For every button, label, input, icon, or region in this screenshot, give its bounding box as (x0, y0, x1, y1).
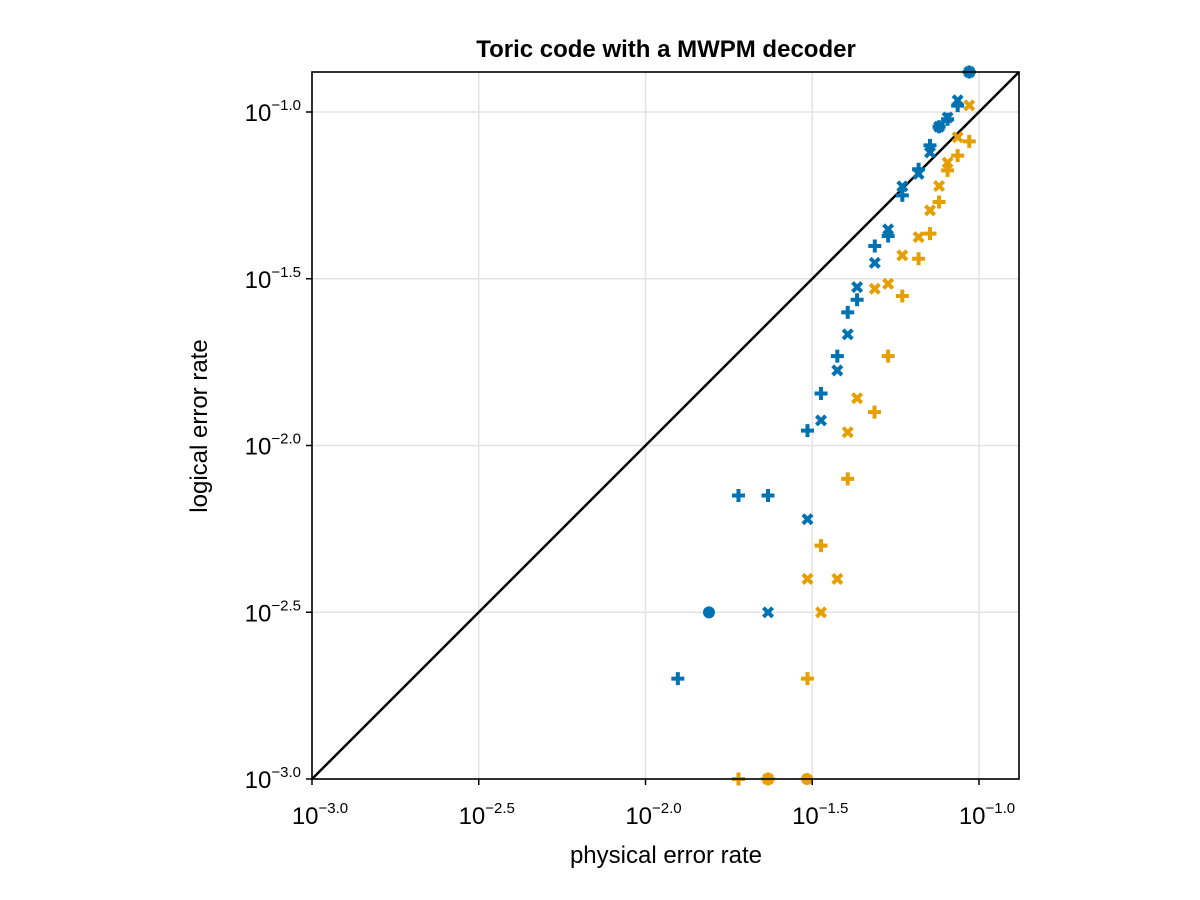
data-point-cross (868, 282, 881, 295)
data-point-cross (762, 606, 775, 619)
data-point-cross (951, 94, 964, 107)
data-point-cross (923, 204, 937, 217)
data-point-cross (851, 392, 864, 405)
data-markers (671, 65, 976, 786)
data-point-plus (895, 188, 909, 202)
data-point-plus (814, 386, 828, 400)
data-point-cross (851, 281, 864, 294)
data-point-cross (801, 572, 814, 585)
data-point-plus (912, 252, 926, 266)
data-point-cross (831, 572, 844, 585)
data-point-cross (963, 99, 976, 112)
data-point-plus (830, 349, 844, 363)
y-tick-label: 10−1.5 (245, 264, 301, 294)
data-point-plus (941, 163, 955, 177)
y-tick-label: 10−2.5 (245, 597, 301, 627)
data-point-cross (882, 277, 895, 290)
data-point-plus (731, 489, 745, 503)
x-tick-label: 10−1.0 (959, 800, 1015, 830)
data-point-plus (868, 405, 881, 419)
plot-frame (311, 71, 1020, 780)
data-point-cross (801, 513, 814, 526)
data-point-plus (951, 149, 965, 163)
data-point-cross (941, 156, 954, 169)
data-point-plus (868, 239, 882, 253)
y-axis-label: logical error rate (186, 339, 213, 512)
data-point-plus (923, 227, 937, 241)
data-point-plus (841, 305, 855, 319)
data-point-cross (923, 146, 937, 159)
data-point-plus (800, 424, 814, 438)
data-point-cross (912, 231, 925, 244)
data-point-plus (881, 349, 895, 363)
x-tick-label: 10−2.0 (625, 800, 681, 830)
data-point-cross (941, 111, 954, 124)
data-point-plus (800, 672, 814, 686)
data-point-cross (815, 606, 828, 619)
data-point-cross (933, 120, 946, 133)
x-axis-ticks: 10−3.0 10−2.5 10−2.0 10−1.5 10−1.0 (292, 779, 1015, 830)
chart-title: Toric code with a MWPM decoder (476, 36, 856, 63)
y-axis-ticks: 10−3.0 10−2.5 10−2.0 10−1.5 10−1.0 (245, 97, 312, 794)
y-tick-label: 10−2.0 (245, 430, 301, 460)
x-tick-label: 10−3.0 (292, 800, 348, 830)
data-point-cross (868, 256, 881, 269)
data-point-plus (850, 293, 864, 307)
x-axis-label: physical error rate (570, 842, 762, 869)
y-tick-label: 10−1.0 (245, 97, 301, 127)
data-point-cross (882, 223, 895, 236)
data-point-cross (896, 249, 909, 262)
reference-line (311, 71, 1020, 780)
x-tick-label: 10−1.5 (792, 800, 848, 830)
data-point-plus (761, 489, 775, 503)
y-tick-label: 10−3.0 (245, 764, 301, 794)
data-point-cross (841, 426, 854, 439)
data-point-cross (912, 167, 925, 180)
data-point-cross (951, 131, 964, 144)
data-point-plus (962, 134, 976, 148)
data-point-cross (933, 180, 946, 193)
data-point-plus (814, 539, 828, 553)
data-point-plus (895, 289, 909, 303)
data-point-cross (841, 328, 854, 341)
data-point-plus (671, 672, 685, 686)
x-tick-label: 10−2.5 (459, 800, 515, 830)
data-point-plus (932, 195, 946, 209)
data-point-circle (702, 606, 715, 619)
data-point-cross (815, 414, 828, 427)
data-point-plus (841, 472, 855, 486)
data-point-cross (896, 180, 909, 193)
data-point-cross (831, 364, 844, 377)
